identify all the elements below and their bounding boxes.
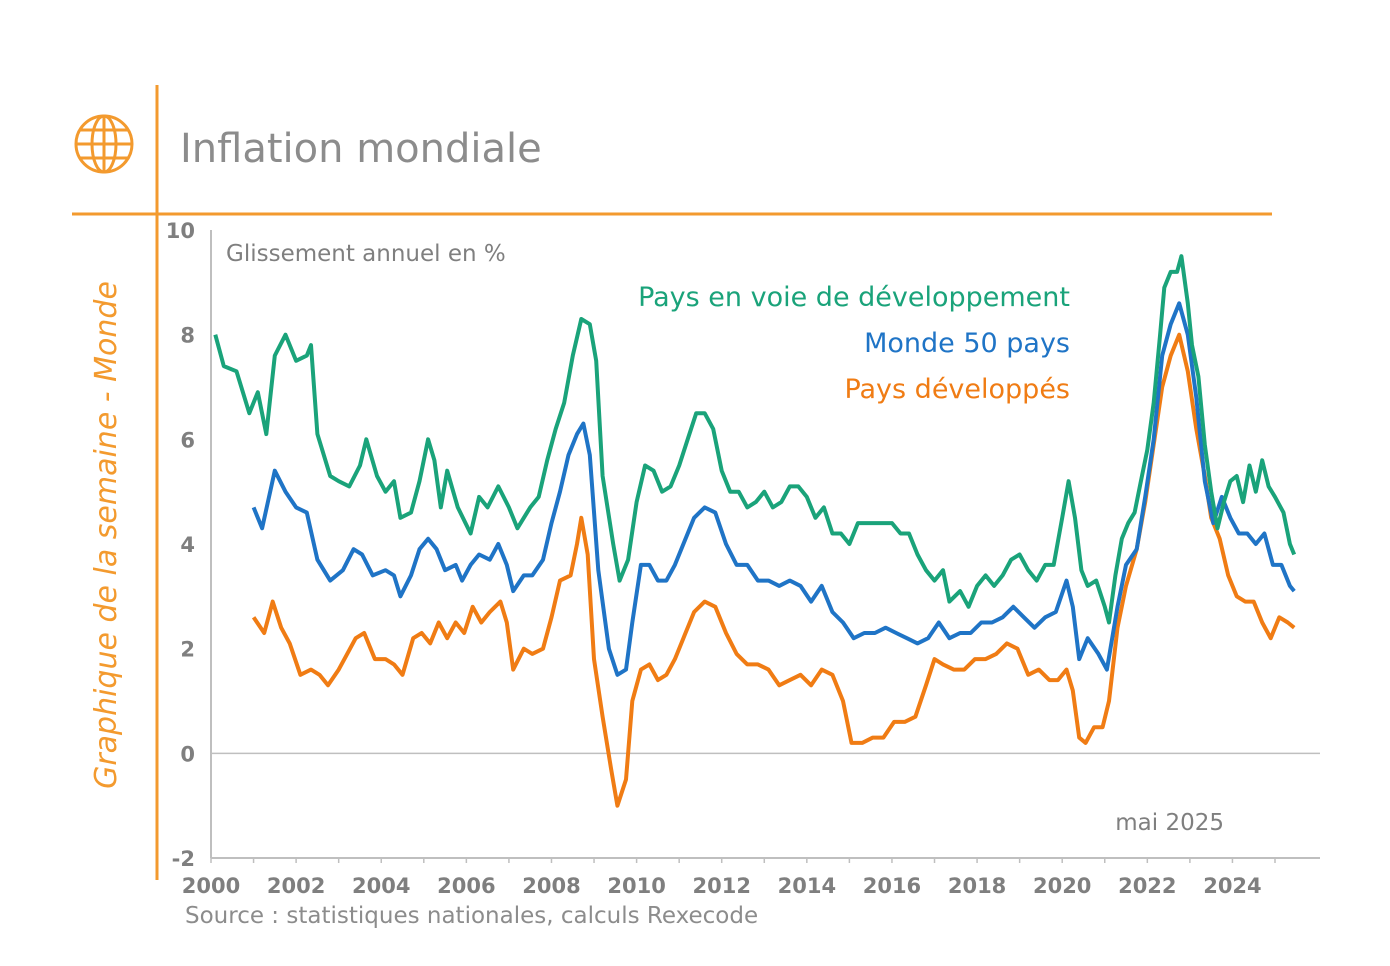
y-tick-label: 8 [180, 324, 195, 348]
y-tick-label: 2 [180, 638, 195, 662]
chart-subtitle: Glissement annuel en % [226, 241, 506, 267]
series-lines [213, 254, 1297, 808]
x-tick-labels: 2000 2002 2004 2006 2008 2010 2012 2014 2016 2018… [182, 874, 1262, 898]
y-tick-label: 4 [180, 533, 195, 557]
x-tick-label: 2020 [1033, 874, 1091, 898]
y-tick-label: -2 [172, 847, 195, 871]
x-tick-label: 2000 [182, 874, 240, 898]
x-tick-label: 2006 [437, 874, 495, 898]
y-tick-label: 6 [180, 428, 195, 452]
x-tick-label: 2002 [267, 874, 325, 898]
legend-item-world: Monde 50 pays [864, 328, 1070, 359]
globe-icon [74, 114, 134, 174]
x-tick-label: 2016 [863, 874, 921, 898]
legend-item-developed: Pays développés [844, 374, 1070, 405]
x-tick-label: 2014 [778, 874, 836, 898]
x-tick-label: 2010 [607, 874, 665, 898]
date-annotation: mai 2025 [1115, 810, 1224, 836]
side-label: Graphique de la semaine - Monde [89, 281, 124, 789]
x-tick-marks [210, 858, 1276, 863]
legend: Pays en voie de développement Monde 50 p… [638, 282, 1070, 405]
series-line-emerging [213, 254, 1297, 625]
page-title: Inflation mondiale [180, 126, 542, 172]
y-tick-label: 10 [166, 219, 195, 243]
legend-item-emerging: Pays en voie de développement [638, 282, 1070, 313]
x-tick-label: 2004 [352, 874, 410, 898]
x-tick-label: 2008 [522, 874, 580, 898]
series-line-world [251, 301, 1296, 677]
y-tick-labels: -2 0 2 4 6 8 10 [166, 219, 195, 871]
x-tick-label: 2018 [948, 874, 1006, 898]
x-tick-label: 2022 [1118, 874, 1176, 898]
x-tick-label: 2024 [1203, 874, 1261, 898]
x-tick-label: 2012 [692, 874, 750, 898]
series-line-developed [251, 332, 1296, 808]
source-note: Source : statistiques nationales, calcul… [185, 903, 758, 929]
y-tick-label: 0 [180, 742, 195, 766]
